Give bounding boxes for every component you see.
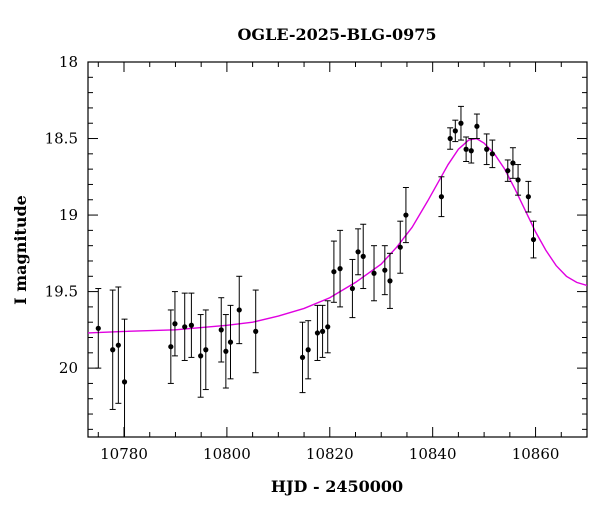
data-point [331,269,337,275]
data-point [484,146,490,152]
data-point [468,148,474,154]
x-tick-label: 10820 [306,445,354,463]
data-point [447,135,453,142]
data-point [438,194,445,200]
data-point [227,339,234,345]
data-point [182,324,188,330]
y-tick-label: 18.5 [45,130,78,148]
data-point [115,342,121,348]
data-point [314,330,321,336]
data-point [371,270,377,276]
data-point [397,244,403,250]
data-point [188,322,195,328]
data-point [236,307,242,313]
data-point [489,151,495,157]
data-point [95,325,101,331]
data-point [387,278,393,284]
data-point [172,321,178,327]
data-point [474,123,480,129]
data-point [510,160,516,166]
data-point [198,353,204,359]
data-point [349,285,356,292]
data-point [463,146,469,152]
data-point [319,328,326,334]
data-point [110,347,116,353]
data-point [218,327,224,333]
data-point [168,344,174,350]
x-tick-label: 10840 [409,445,457,463]
y-tick-label: 19 [59,206,78,224]
data-point [325,324,331,330]
y-tick-label: 18 [59,53,78,71]
plot-frame [87,61,588,438]
x-tick-label: 10780 [100,445,148,463]
data-point [203,347,209,353]
data-point [305,347,311,353]
data-point [360,253,366,259]
data-point [505,168,511,174]
data-point [223,348,229,354]
data-point [525,194,531,200]
data-point [403,212,409,218]
y-tick-label: 19.5 [45,283,78,301]
data-point [530,236,537,243]
x-tick-label: 10860 [512,445,560,463]
y-tick-label: 20 [59,359,78,377]
data-point [382,267,388,273]
data-point [515,177,521,183]
x-axis-label: HJD - 2450000 [271,477,403,496]
data-point [355,249,361,255]
data-point [299,354,306,361]
data-point [253,328,259,334]
data-point [452,128,458,134]
model-curve [88,137,587,334]
plot-area: 10780 10800 10820 10840 10860 18 18.5 19 19.5 20 [45,53,588,463]
data-layer [88,105,587,437]
y-axis-label: I magnitude [11,195,30,305]
data-point [121,379,128,385]
chart-title: OGLE-2025-BLG-0975 [237,25,436,44]
data-point [458,120,464,126]
x-tick-label: 10800 [203,445,251,463]
data-point [337,266,343,272]
